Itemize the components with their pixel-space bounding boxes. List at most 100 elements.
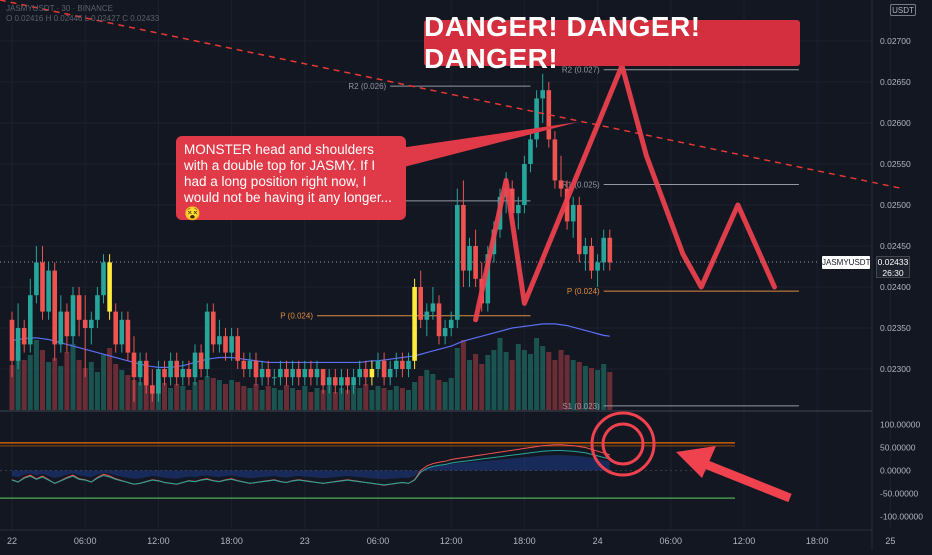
volume-bar bbox=[448, 378, 454, 410]
candle bbox=[137, 352, 143, 386]
candle-body bbox=[442, 328, 448, 337]
candle-body bbox=[381, 360, 387, 378]
price-tick-label: 0.02700 bbox=[880, 36, 911, 46]
oscillator-pane bbox=[0, 442, 735, 499]
volume-bar bbox=[601, 364, 607, 410]
price-tick-label: 0.02400 bbox=[880, 282, 911, 292]
candle bbox=[290, 360, 295, 386]
candle bbox=[558, 155, 564, 197]
volume-bar bbox=[497, 338, 503, 410]
volume-bar bbox=[418, 376, 424, 410]
candle-body bbox=[235, 336, 240, 361]
candle-body bbox=[577, 205, 582, 255]
candle-body bbox=[46, 270, 51, 312]
candle bbox=[198, 344, 204, 378]
pivot-label: R2 (0.027) bbox=[562, 66, 600, 75]
volume-bar bbox=[406, 390, 411, 410]
candle bbox=[28, 278, 33, 353]
candle bbox=[589, 237, 594, 279]
volume-bar bbox=[58, 366, 64, 410]
volume-bar bbox=[351, 386, 357, 410]
candle-body bbox=[473, 246, 478, 279]
candle bbox=[113, 303, 118, 353]
volume-bar bbox=[64, 352, 70, 410]
candle-body bbox=[58, 311, 64, 345]
candle-body bbox=[247, 360, 253, 369]
time-tick-label: 22 bbox=[7, 536, 17, 546]
price-tick-label: 0.02600 bbox=[880, 118, 911, 128]
candle-body bbox=[467, 246, 472, 271]
candle bbox=[314, 360, 320, 386]
candle bbox=[436, 295, 442, 345]
pivot-label: P (0.024) bbox=[567, 287, 600, 296]
volume-bar bbox=[485, 355, 491, 410]
last-price-tag: 0.02433 26:30 bbox=[876, 256, 910, 278]
currency-badge[interactable]: USDT bbox=[890, 4, 916, 16]
candle-body bbox=[546, 90, 552, 140]
candle bbox=[333, 369, 338, 394]
candle bbox=[229, 328, 234, 361]
volume-bar bbox=[509, 360, 515, 410]
candle bbox=[46, 262, 51, 320]
volume-bar bbox=[473, 354, 479, 410]
candle-body bbox=[320, 369, 326, 386]
price-axis[interactable]: 0.02700 0.02650 0.02600 0.02550 0.02500 0.024… bbox=[880, 36, 911, 374]
oscillator-axis[interactable]: 100.00000 50.00000 0.00000 -50.00000 -100.00… bbox=[880, 420, 923, 522]
candle bbox=[455, 188, 460, 328]
candle-body bbox=[412, 287, 417, 361]
candle bbox=[265, 360, 271, 386]
candle bbox=[302, 360, 308, 386]
volume-bar bbox=[15, 348, 21, 410]
volume-bar bbox=[302, 386, 308, 410]
candle bbox=[461, 180, 466, 287]
volume-bar bbox=[558, 350, 564, 410]
candle bbox=[369, 360, 375, 386]
time-tick-label: 12:00 bbox=[733, 536, 756, 546]
candle bbox=[583, 237, 588, 271]
volume-bar bbox=[9, 365, 15, 410]
volume-bar bbox=[308, 392, 314, 410]
time-tick-label: 18:00 bbox=[806, 536, 829, 546]
candle-body bbox=[522, 164, 527, 205]
candle-body bbox=[516, 205, 521, 214]
volume-bar bbox=[82, 368, 88, 410]
time-tick-label: 24 bbox=[593, 536, 603, 546]
candle bbox=[326, 369, 332, 394]
volume-bar bbox=[528, 354, 533, 410]
pivot-label: R2 (0.026) bbox=[348, 82, 386, 91]
candle bbox=[70, 287, 76, 345]
candle bbox=[308, 360, 314, 386]
volume-bar bbox=[393, 386, 399, 410]
candle bbox=[211, 303, 216, 353]
candle-body bbox=[595, 262, 600, 271]
volume-bar bbox=[88, 362, 94, 410]
candle bbox=[363, 360, 369, 386]
candle bbox=[357, 360, 362, 386]
volume-bar bbox=[436, 380, 442, 410]
candle-body bbox=[607, 237, 613, 263]
candle-body bbox=[509, 188, 515, 214]
candle bbox=[430, 287, 436, 320]
candle bbox=[76, 287, 82, 337]
candle bbox=[21, 319, 27, 353]
candle-body bbox=[540, 90, 545, 99]
candle-body bbox=[229, 336, 234, 353]
candle bbox=[131, 336, 137, 402]
volume-bar bbox=[375, 386, 381, 410]
time-axis[interactable]: 22 06:00 12:00 18:00 23 06:00 12:00 18:00 24 06:0… bbox=[7, 536, 895, 546]
candle-body bbox=[558, 180, 564, 189]
candle bbox=[125, 311, 131, 361]
candle-body bbox=[333, 377, 338, 386]
candle bbox=[223, 328, 228, 361]
volume-bar bbox=[357, 388, 363, 410]
candle-body bbox=[70, 295, 76, 337]
volume-bar bbox=[607, 372, 613, 410]
candle-body bbox=[113, 311, 118, 345]
volume-bar bbox=[345, 390, 350, 410]
volume-bar bbox=[101, 355, 106, 410]
candle-body bbox=[131, 352, 137, 378]
volume-bar bbox=[387, 390, 393, 410]
volume-bar bbox=[515, 344, 521, 410]
candle-body bbox=[430, 303, 436, 312]
